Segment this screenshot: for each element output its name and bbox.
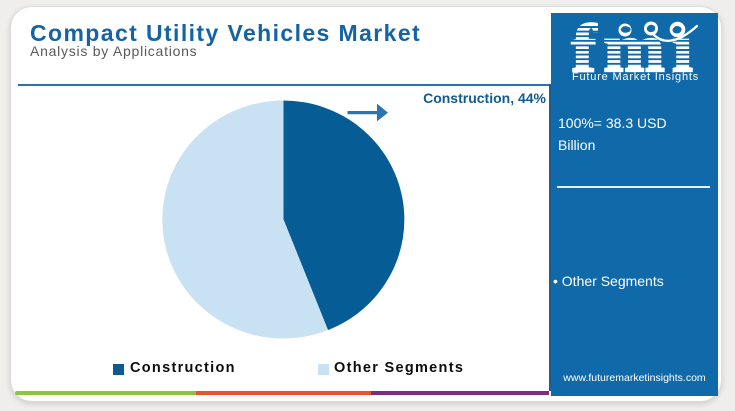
svg-text:Future Market Insights: Future Market Insights	[572, 71, 699, 83]
